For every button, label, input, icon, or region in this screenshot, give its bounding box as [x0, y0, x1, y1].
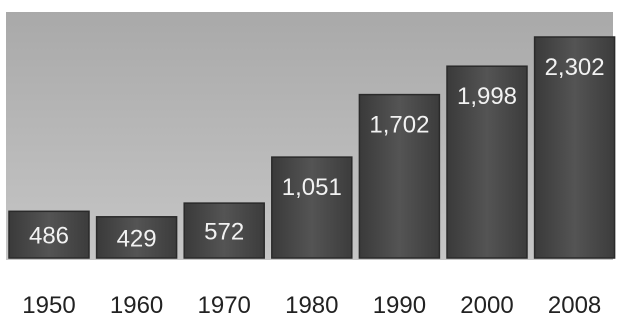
value-labels-group: 486 429 572 1,051 1,702 1,998 2,302	[29, 54, 605, 252]
value-label-2008: 2,302	[545, 54, 605, 81]
bar-1990	[358, 93, 441, 259]
bar-2008	[533, 36, 616, 259]
x-tick-label-2008: 2008	[548, 292, 601, 319]
x-tick-label-2000: 2000	[460, 292, 513, 319]
value-label-1970: 572	[204, 219, 244, 246]
x-tick-label-1990: 1990	[373, 292, 426, 319]
x-axis-labels-group: 1950 1960 1970 1980 1990 2000 2008	[22, 292, 601, 319]
bars-group	[8, 36, 616, 259]
x-tick-label-1960: 1960	[110, 292, 163, 319]
value-label-1960: 429	[117, 225, 157, 252]
x-tick-label-1950: 1950	[22, 292, 75, 319]
x-tick-label-1980: 1980	[285, 292, 338, 319]
value-label-1950: 486	[29, 223, 69, 250]
bar-1970	[183, 202, 265, 259]
value-label-2000: 1,998	[457, 83, 517, 110]
x-tick-label-1970: 1970	[198, 292, 251, 319]
bar-2000	[446, 65, 528, 259]
bar-1980	[271, 156, 353, 259]
value-label-1990: 1,702	[369, 112, 429, 139]
value-label-1980: 1,051	[282, 174, 342, 201]
bar-1950	[8, 210, 90, 259]
bar-1960	[95, 216, 178, 259]
